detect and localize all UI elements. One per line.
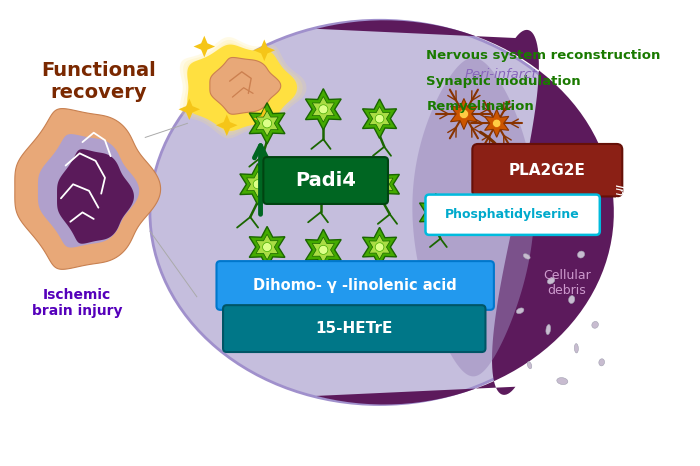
Circle shape xyxy=(318,245,328,254)
Polygon shape xyxy=(419,194,452,231)
FancyBboxPatch shape xyxy=(223,305,486,352)
Ellipse shape xyxy=(539,213,544,220)
Circle shape xyxy=(432,208,440,217)
Polygon shape xyxy=(309,169,332,194)
Circle shape xyxy=(493,119,501,128)
Polygon shape xyxy=(305,89,341,130)
Polygon shape xyxy=(312,237,335,263)
Polygon shape xyxy=(316,21,614,404)
Text: PLA2G2E: PLA2G2E xyxy=(509,163,586,178)
Ellipse shape xyxy=(527,362,532,369)
Polygon shape xyxy=(256,234,278,260)
Polygon shape xyxy=(38,134,139,247)
Ellipse shape xyxy=(556,377,568,384)
Polygon shape xyxy=(210,57,281,114)
Polygon shape xyxy=(249,103,285,144)
Polygon shape xyxy=(57,149,134,244)
Polygon shape xyxy=(363,227,397,267)
Polygon shape xyxy=(240,164,276,205)
Polygon shape xyxy=(302,161,338,202)
Polygon shape xyxy=(253,108,275,130)
Polygon shape xyxy=(216,115,237,136)
Polygon shape xyxy=(256,110,278,136)
Polygon shape xyxy=(183,40,302,136)
Ellipse shape xyxy=(547,278,555,284)
Ellipse shape xyxy=(578,251,584,258)
Ellipse shape xyxy=(568,295,575,303)
Circle shape xyxy=(262,242,272,252)
Polygon shape xyxy=(369,106,390,131)
FancyBboxPatch shape xyxy=(263,157,388,204)
Polygon shape xyxy=(246,171,269,197)
Circle shape xyxy=(262,119,272,128)
Polygon shape xyxy=(178,98,200,120)
Polygon shape xyxy=(369,235,390,259)
Text: 15-HETrE: 15-HETrE xyxy=(316,321,393,336)
FancyBboxPatch shape xyxy=(426,195,600,235)
Polygon shape xyxy=(372,172,393,197)
Circle shape xyxy=(375,114,384,123)
Polygon shape xyxy=(193,36,215,57)
Polygon shape xyxy=(180,37,307,138)
Polygon shape xyxy=(412,58,534,377)
Ellipse shape xyxy=(546,324,551,335)
Text: Nervous system reconstruction: Nervous system reconstruction xyxy=(426,49,661,62)
Circle shape xyxy=(459,110,468,119)
Polygon shape xyxy=(15,109,160,269)
Polygon shape xyxy=(249,226,285,267)
Text: Peri-infarct: Peri-infarct xyxy=(465,68,538,81)
Ellipse shape xyxy=(575,343,578,353)
Polygon shape xyxy=(451,98,477,130)
Text: Functional
recovery: Functional recovery xyxy=(41,61,156,102)
Polygon shape xyxy=(363,99,397,138)
Circle shape xyxy=(316,177,325,186)
Circle shape xyxy=(378,180,386,189)
Text: Remyelination: Remyelination xyxy=(426,100,534,113)
Polygon shape xyxy=(312,96,335,122)
Text: Padi4: Padi4 xyxy=(295,171,356,190)
Polygon shape xyxy=(186,43,299,133)
Circle shape xyxy=(253,180,262,189)
Polygon shape xyxy=(188,45,297,131)
FancyBboxPatch shape xyxy=(473,144,622,197)
Text: Dihomo- γ -linolenic acid: Dihomo- γ -linolenic acid xyxy=(253,278,457,293)
FancyBboxPatch shape xyxy=(216,261,494,310)
Polygon shape xyxy=(305,229,341,270)
Polygon shape xyxy=(190,46,295,130)
Text: Phosphatidylserine: Phosphatidylserine xyxy=(445,208,580,221)
Text: Ischemic
brain injury: Ischemic brain injury xyxy=(32,288,122,318)
Circle shape xyxy=(318,105,328,114)
Polygon shape xyxy=(426,201,446,224)
Text: Synaptic modulation: Synaptic modulation xyxy=(426,75,581,88)
Polygon shape xyxy=(365,164,400,204)
Polygon shape xyxy=(253,40,275,61)
Ellipse shape xyxy=(514,200,521,211)
Ellipse shape xyxy=(598,359,605,366)
Ellipse shape xyxy=(517,308,524,314)
Text: Cellular
debris: Cellular debris xyxy=(543,269,591,297)
Ellipse shape xyxy=(561,221,572,228)
Text: Infarct: Infarct xyxy=(612,185,625,227)
Ellipse shape xyxy=(150,20,609,404)
Ellipse shape xyxy=(523,254,530,259)
Polygon shape xyxy=(484,110,509,137)
Ellipse shape xyxy=(592,322,598,328)
Circle shape xyxy=(375,243,384,251)
